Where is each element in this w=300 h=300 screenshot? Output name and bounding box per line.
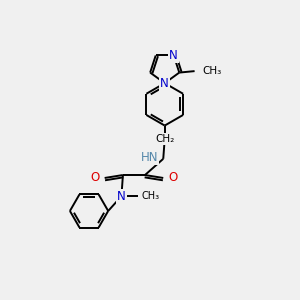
Text: O: O bbox=[169, 172, 178, 184]
Text: CH₃: CH₃ bbox=[203, 66, 222, 76]
Text: N: N bbox=[117, 190, 126, 203]
Text: N: N bbox=[160, 77, 169, 90]
Text: N: N bbox=[169, 49, 178, 62]
Text: CH₃: CH₃ bbox=[141, 191, 159, 201]
Text: CH₂: CH₂ bbox=[155, 134, 174, 144]
Text: HN: HN bbox=[140, 151, 158, 164]
Text: O: O bbox=[90, 172, 99, 184]
